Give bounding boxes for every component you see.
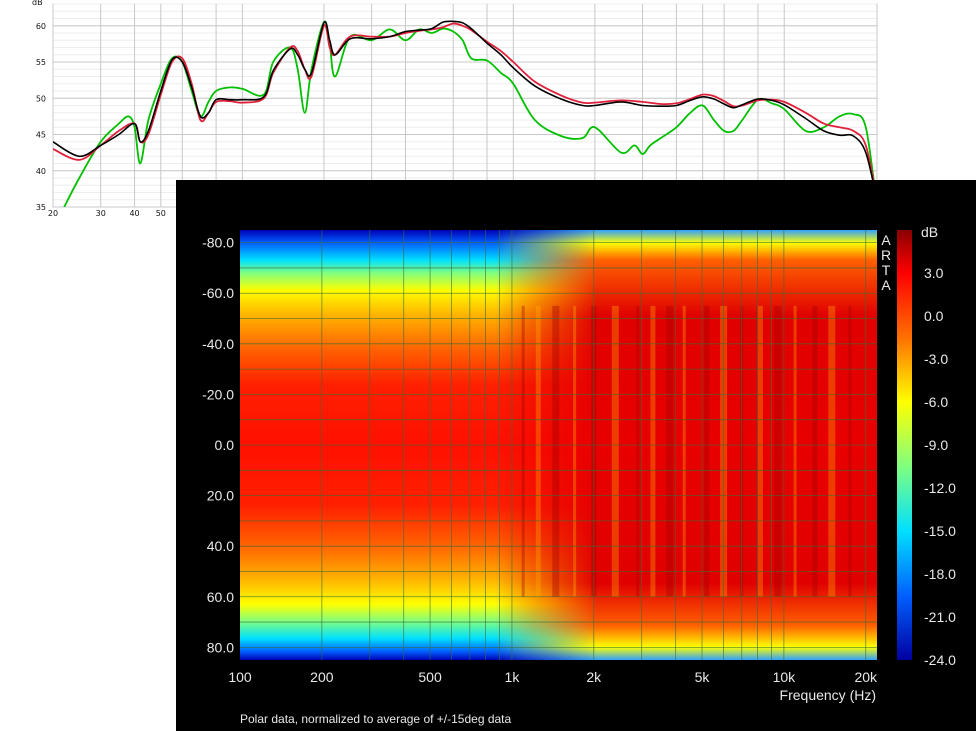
polar-map-y-tick-label: -60.0 xyxy=(202,285,234,301)
colorbar xyxy=(897,230,912,660)
polar-map-y-tick-label: 40.0 xyxy=(207,538,234,554)
colorbar-tick-label: -18.0 xyxy=(924,566,956,582)
polar-map-x-tick-label: 500 xyxy=(418,669,442,685)
fr-x-tick-label: 30 xyxy=(96,209,106,218)
colorbar-tick-label: 3.0 xyxy=(924,265,944,281)
polar-map-x-tick-label: 2k xyxy=(586,669,602,685)
polar-map-band xyxy=(828,305,836,597)
polar-map-x-tick-label: 10k xyxy=(773,669,797,685)
polar-map-band xyxy=(535,305,541,597)
fr-x-tick-label: 40 xyxy=(129,209,139,218)
polar-map-note: Polar data, normalized to average of +/-… xyxy=(240,712,512,726)
polar-map-band xyxy=(611,305,619,597)
colorbar-tick-label: -3.0 xyxy=(924,351,948,367)
polar-map-y-tick-label: 80.0 xyxy=(207,639,234,655)
fr-y-tick-label: 45 xyxy=(36,131,46,140)
polar-map-band xyxy=(521,305,525,597)
polar-map-band xyxy=(848,305,852,597)
polar-map-chart: -80.0-60.0-40.0-20.00.020.040.060.080.0 … xyxy=(202,224,956,726)
colorbar-tick-label: 0.0 xyxy=(924,308,944,324)
arta-watermark-letter: A xyxy=(881,232,891,248)
polar-map-x-tick-label: 20k xyxy=(854,669,878,685)
polar-map-band xyxy=(666,305,674,597)
fr-x-tick-label: 50 xyxy=(156,209,166,218)
colorbar-tick-label: -21.0 xyxy=(924,609,956,625)
polar-map-band xyxy=(757,305,763,597)
fr-y-unit: dB xyxy=(32,0,43,7)
polar-map-band xyxy=(793,305,797,597)
fr-series-lines xyxy=(53,20,877,207)
fr-y-tick-label: 35 xyxy=(36,203,46,212)
polar-map-band xyxy=(573,305,577,597)
polar-map-band xyxy=(636,305,640,597)
polar-map-band xyxy=(812,305,818,597)
colorbar-tick-label: -12.0 xyxy=(924,480,956,496)
polar-map-band xyxy=(774,305,782,597)
fr-y-tick-label: 55 xyxy=(36,58,46,67)
arta-watermark-letter: T xyxy=(882,262,891,278)
polar-map-x-tick-label: 200 xyxy=(310,669,334,685)
colorbar-tick-label: -6.0 xyxy=(924,394,948,410)
arta-watermark-letter: R xyxy=(881,247,891,263)
polar-map-y-ticks: -80.0 -60.0 -40.0 -20.0 0.0 20.0 40.0 60.0 80.0 xyxy=(202,235,234,656)
polar-map-panel: -80.0 -60.0 -40.0 -20.0 0.0 20.0 40.0 60.0 80.0 … xyxy=(176,180,976,731)
polar-map-band xyxy=(552,305,560,597)
polar-map-y-tick-label: 20.0 xyxy=(207,488,234,504)
polar-map-band xyxy=(682,305,686,597)
polar-map-x-tick-label: 5k xyxy=(695,669,711,685)
polar-map-y-tick-label: 0.0 xyxy=(215,437,235,453)
fr-y-tick-label: 50 xyxy=(36,94,46,103)
fr-x-tick-label: 20 xyxy=(48,209,58,218)
fr-series-line-3 xyxy=(53,20,877,200)
polar-map-x-tick-label: 100 xyxy=(228,669,252,685)
polar-map-x-label: Frequency (Hz) xyxy=(780,687,876,703)
colorbar-tick-label: -15.0 xyxy=(924,523,956,539)
fr-y-tick-label: 60 xyxy=(36,22,46,31)
fr-y-ticks: 35 40 45 50 55 60 xyxy=(36,22,46,212)
polar-map-y-tick-label: -80.0 xyxy=(202,235,234,251)
polar-map-x-tick-label: 1k xyxy=(505,669,521,685)
arta-watermark-letter: A xyxy=(881,277,891,293)
polar-map-band xyxy=(704,305,710,597)
polar-map-x-ticks: 100 200 500 1k 2k 5k 10k 20k xyxy=(228,669,878,685)
polar-map-y-tick-label: 60.0 xyxy=(207,589,234,605)
polar-map-y-tick-label: -20.0 xyxy=(202,386,234,402)
colorbar-ticks: 3.0 0.0 -3.0 -6.0 -9.0 -12.0 -15.0 -18.0 -21.0 -2… xyxy=(924,265,956,668)
colorbar-title: dB xyxy=(921,224,938,240)
fr-y-tick-label: 40 xyxy=(36,167,46,176)
polar-map-grid xyxy=(240,230,877,660)
polar-map-y-tick-label: -40.0 xyxy=(202,336,234,352)
colorbar-tick-label: -24.0 xyxy=(924,652,956,668)
polar-map-band xyxy=(650,305,656,597)
colorbar-tick-label: -9.0 xyxy=(924,437,948,453)
